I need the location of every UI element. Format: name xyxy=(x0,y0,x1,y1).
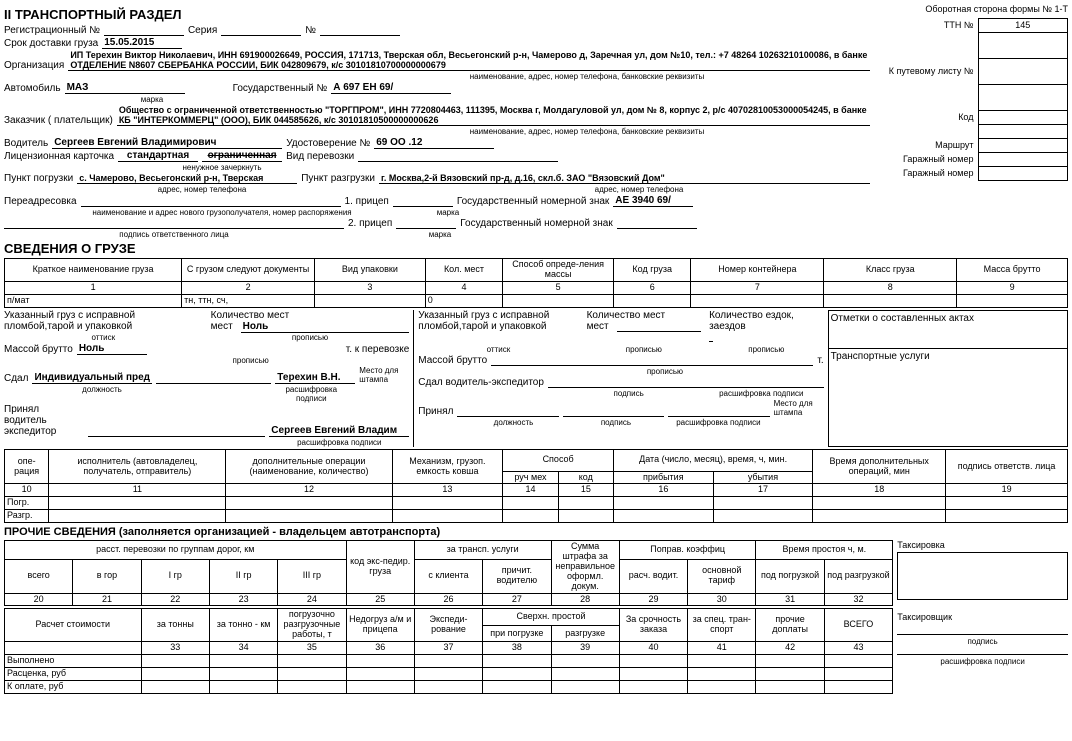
load-value: с. Чамерово, Весьегонский р-н, Тверская xyxy=(77,173,297,184)
header-section: II ТРАНСПОРТНЫЙ РАЗДЕЛ Регистрационный №… xyxy=(4,4,1068,239)
driver-label: Водитель xyxy=(4,138,48,149)
delivery-date: 15.05.2015 xyxy=(102,37,182,49)
org-sub: наименование, адрес, номер телефона, бан… xyxy=(304,72,870,81)
lic-label: Лицензионная карточка xyxy=(4,151,114,162)
auto-value: МАЗ xyxy=(65,82,185,94)
auto-label: Автомобиль xyxy=(4,83,61,94)
gos-label: Государственный № xyxy=(233,83,328,94)
readdr-label: Переадресовка xyxy=(4,196,77,207)
other-table-1: расст. перевозки по группам дорог, км ко… xyxy=(4,540,893,694)
num-label: № xyxy=(305,25,316,36)
reg-label: Регистрационный № xyxy=(4,25,100,36)
section-title: II ТРАНСПОРТНЫЙ РАЗДЕЛ xyxy=(4,7,182,22)
customer-label: Заказчик ( плательщик) xyxy=(4,115,113,126)
vid-label: Вид перевозки xyxy=(286,151,354,162)
unload-value: г. Москва,2-й Вязовский пр-д, д.16, скл.… xyxy=(379,173,870,184)
gos-value: А 697 ЕН 69/ xyxy=(331,82,451,94)
right-boxes: ТТН №145 К путевому листу № Код Маршрут … xyxy=(878,18,1068,181)
lic-lim: ограниченная xyxy=(202,150,282,162)
udost-label: Удостоверение № xyxy=(286,138,370,149)
taksir-block: Таксировка Таксировщик подпись расшифров… xyxy=(897,540,1068,694)
cargo-title: СВЕДЕНИЯ О ГРУЗЕ xyxy=(4,241,1068,256)
cargo-signatures: Указанный груз с исправной пломбой,тарой… xyxy=(4,310,1068,447)
org-value: ИП Терехин Виктор Николаевич, ИНН 691900… xyxy=(68,50,870,71)
seria-label: Серия xyxy=(188,25,217,36)
unload-label: Пункт разгрузки xyxy=(301,173,375,184)
customer-sub: наименование, адрес, номер телефона, бан… xyxy=(304,127,870,136)
form-note: Оборотная сторона формы № 1-Т xyxy=(878,4,1068,14)
lic-std: стандартная xyxy=(118,150,198,162)
other-title: ПРОЧИЕ СВЕДЕНИЯ (заполняется организацие… xyxy=(4,526,1068,538)
driver-value: Сергеев Евгений Владимирович xyxy=(52,137,282,149)
cargo-table: Краткое наименование грузаС грузом следу… xyxy=(4,258,1068,308)
udost-value: 69 ОО .12 xyxy=(374,137,494,149)
delivery-label: Срок доставки груза xyxy=(4,38,98,49)
ops-table: опе-рацияисполнитель (автовладелец, полу… xyxy=(4,449,1068,524)
load-label: Пункт погрузки xyxy=(4,173,73,184)
org-label: Организация xyxy=(4,60,64,71)
customer-value: Общество с ограниченной ответственностью… xyxy=(117,105,870,126)
